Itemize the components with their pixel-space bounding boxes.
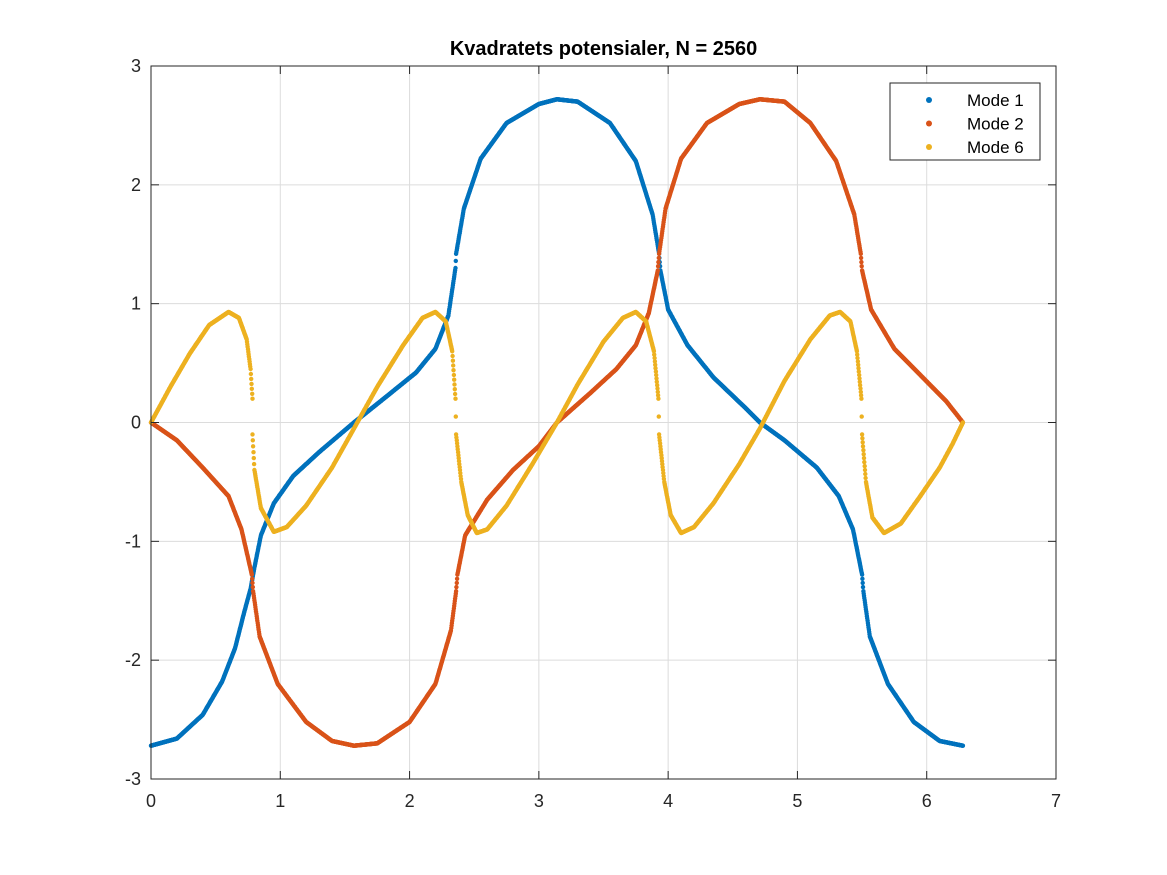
data-point bbox=[453, 265, 458, 271]
data-point bbox=[454, 580, 459, 586]
data-point bbox=[656, 255, 661, 261]
data-point bbox=[656, 259, 661, 265]
data-point bbox=[960, 743, 966, 748]
data-point bbox=[250, 584, 255, 590]
data-point bbox=[860, 584, 866, 590]
series-layer bbox=[148, 97, 966, 748]
data-point bbox=[860, 580, 865, 586]
series-1 bbox=[148, 97, 966, 748]
data-point bbox=[453, 258, 458, 264]
data-point bbox=[859, 572, 865, 577]
data-point bbox=[453, 589, 459, 594]
data-point bbox=[859, 259, 864, 265]
data-point bbox=[655, 268, 660, 273]
data-point bbox=[859, 264, 864, 269]
data-point bbox=[250, 576, 255, 581]
data-point bbox=[454, 584, 459, 590]
data-point bbox=[250, 580, 255, 586]
data-point bbox=[655, 264, 661, 269]
data-point bbox=[860, 576, 865, 581]
data-point bbox=[454, 576, 460, 581]
data-point bbox=[249, 572, 254, 577]
data-point bbox=[858, 255, 864, 261]
data-point bbox=[858, 251, 863, 256]
